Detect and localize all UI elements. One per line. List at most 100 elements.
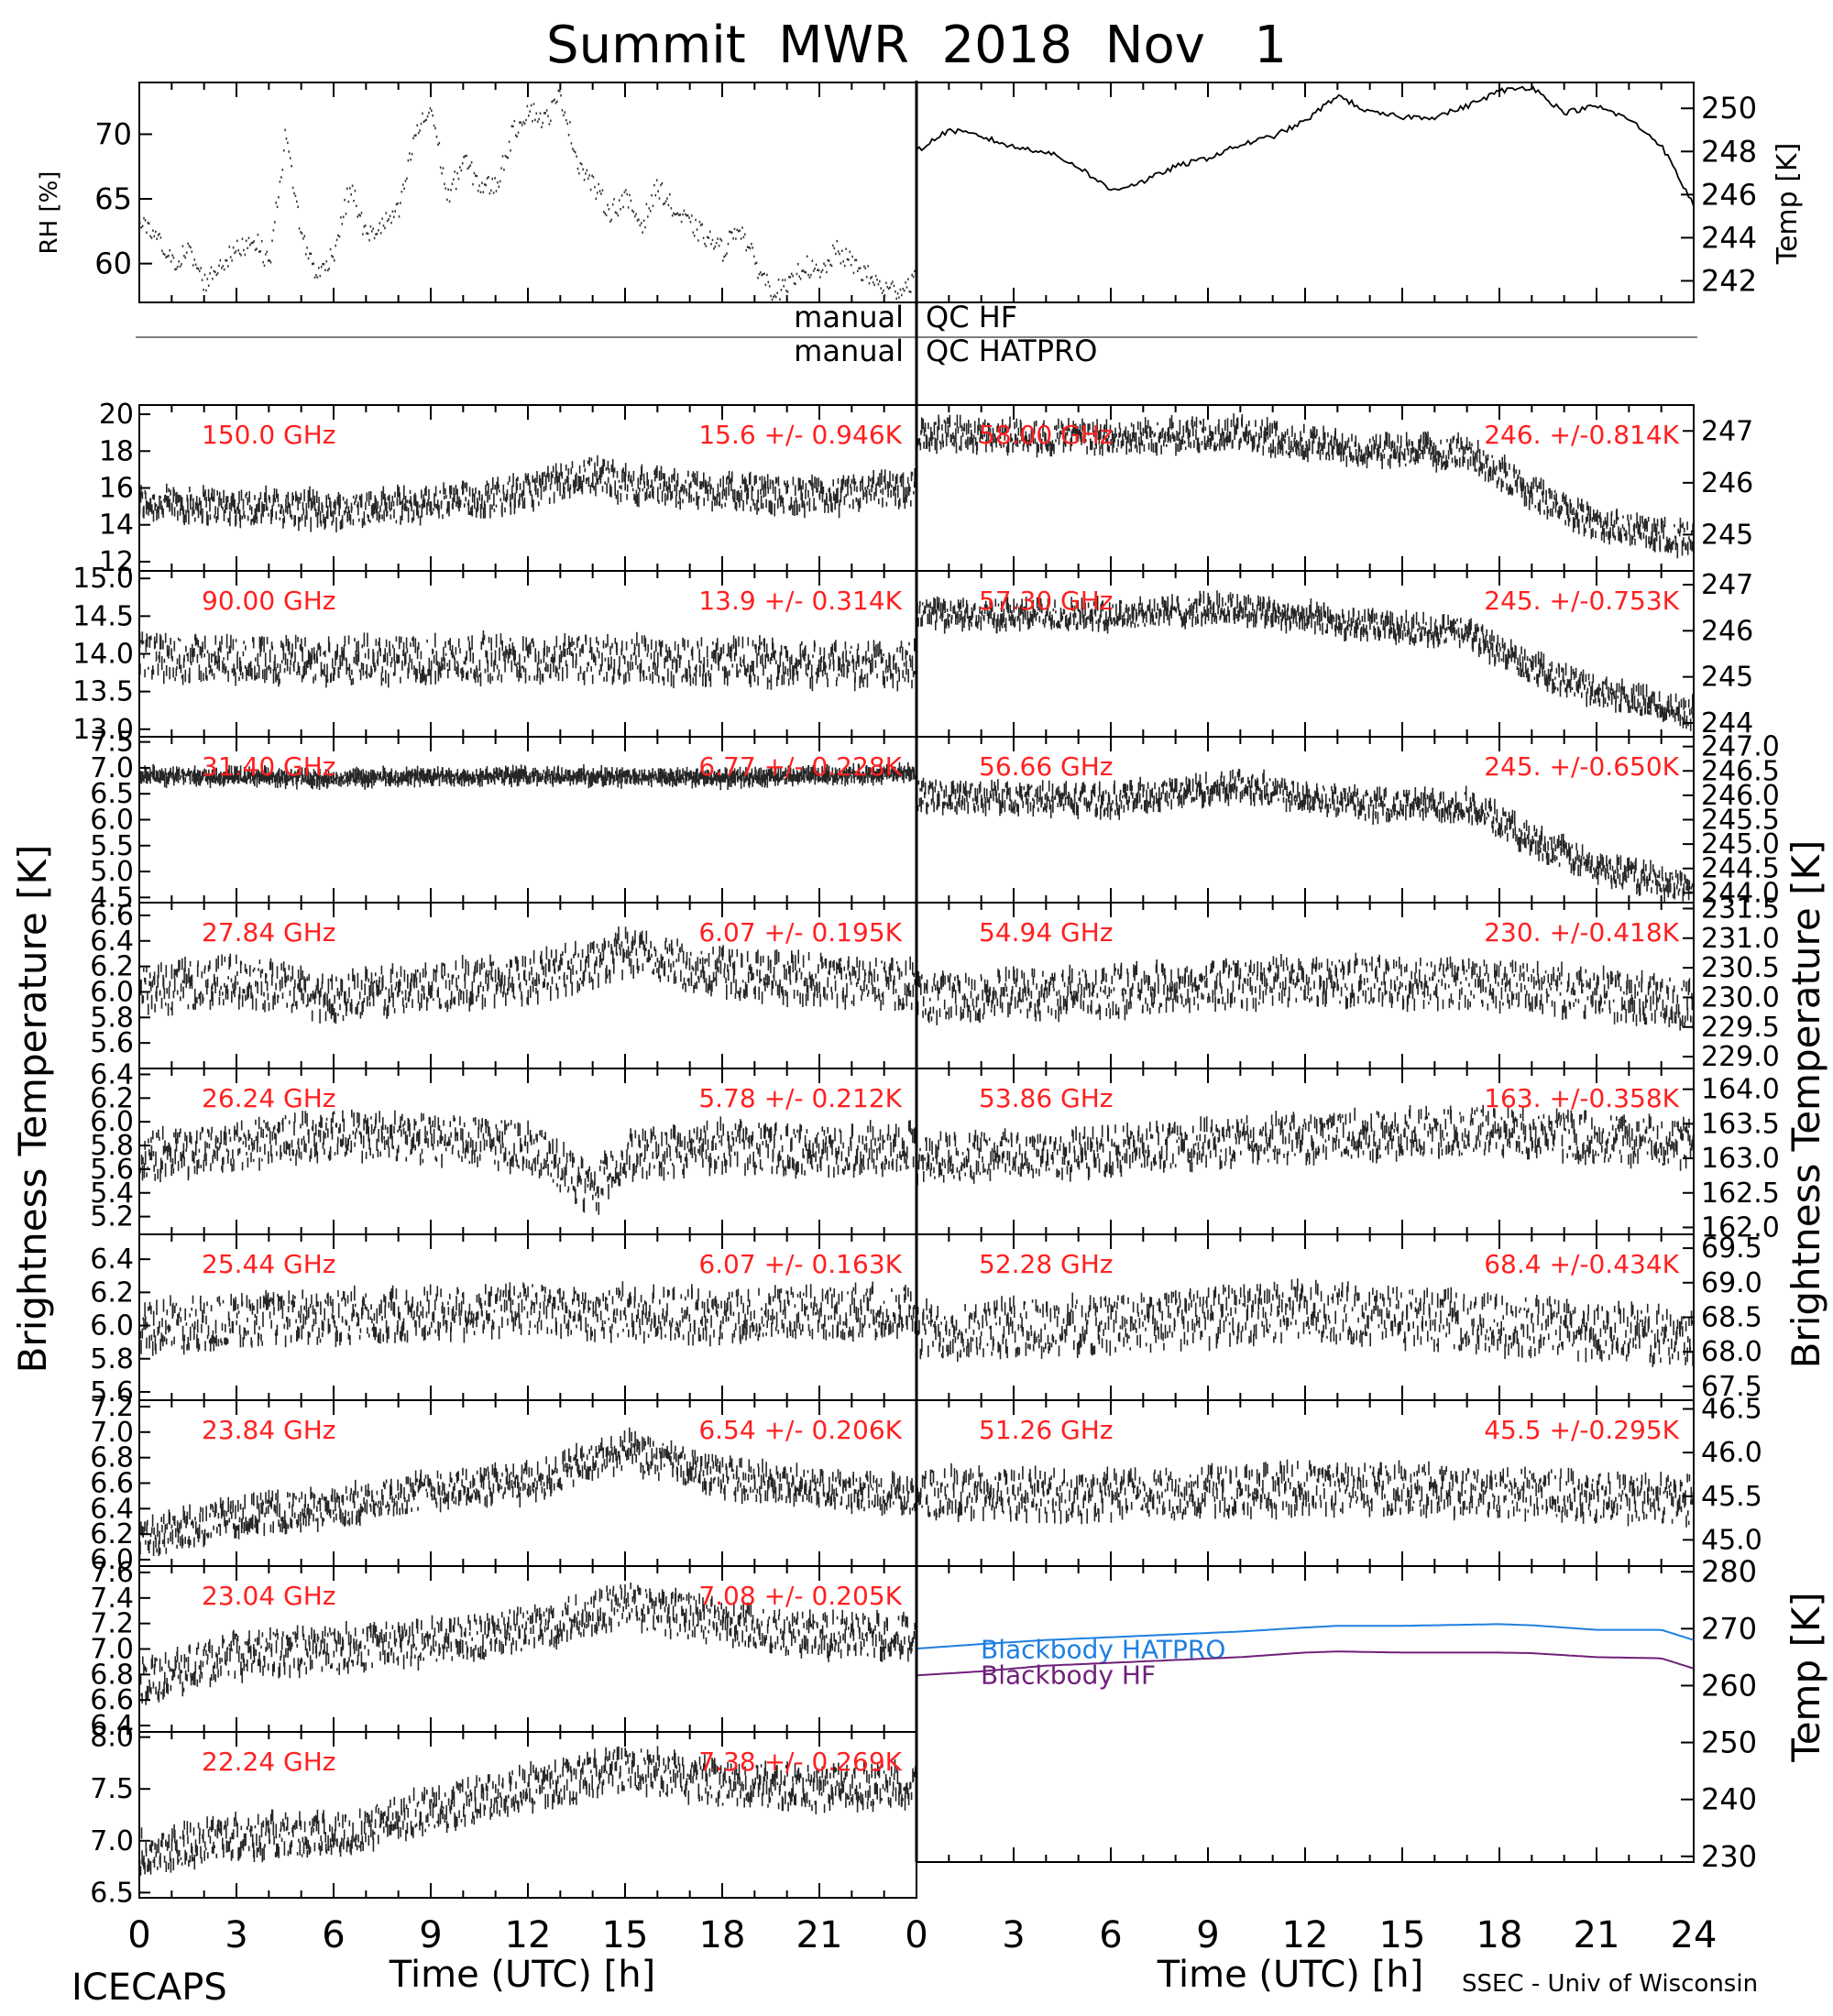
stats-label: 5.78 +/- 0.212K <box>698 1083 902 1113</box>
temp-y-tick-label: 248 <box>1701 134 1757 169</box>
y-tick-label: 7.0 <box>90 1634 134 1666</box>
stats-label: 6.07 +/- 0.163K <box>698 1249 902 1279</box>
channel-panel-ch-150-00: 12 14 16 18 20 150.0 GHz 15.6 +/- 0.946K <box>99 399 917 578</box>
y-tick-label: 6.4 <box>90 1058 134 1090</box>
freq-label: 26.24 GHz <box>202 1083 336 1113</box>
y-tick-label: 6.0 <box>90 976 134 1008</box>
temp-y-tick-label: 242 <box>1701 263 1757 298</box>
freq-label: 150.0 GHz <box>202 420 336 450</box>
stats-label: 6.54 +/- 0.206K <box>698 1415 902 1445</box>
y-tick-label: 5.6 <box>90 1376 134 1408</box>
y-tick-label: 5.8 <box>90 1343 134 1375</box>
y-tick-label: 5.8 <box>90 1002 134 1034</box>
qc-area: manual QC HF manual QC HATPRO <box>136 300 1697 368</box>
x-tick-label: 9 <box>1196 1914 1219 1956</box>
y-tick-label: 5.6 <box>90 1027 134 1059</box>
stats-label: 7.08 +/- 0.205K <box>698 1581 902 1611</box>
y-tick-label: 6.2 <box>90 1518 134 1550</box>
temp-axis-label: Temp [K] <box>1772 143 1804 266</box>
stats-label: 246. +/-0.814K <box>1484 420 1679 450</box>
data-points-ch-150-00 <box>138 455 917 532</box>
channel-panel-ch-22-24: 6.5 7.0 7.5 8.0 22.24 GHz 7.38 +/- 0.269K <box>90 1722 917 1909</box>
y-tick-label: 7.5 <box>90 727 134 759</box>
y-tick-label: 246.5 <box>1701 755 1780 787</box>
stats-label: 163. +/-0.358K <box>1484 1083 1679 1113</box>
rh-axis-label: RH [%] <box>36 171 63 255</box>
y-tick-label: 6.0 <box>90 1106 134 1138</box>
channel-panel-ch-90-00: 13.0 13.5 14.0 14.5 15.0 90.00 GHz 13.9 +/- 0.… <box>72 563 917 746</box>
rh-y-tick-label: 60 <box>94 247 132 281</box>
y-tick-label: 247.0 <box>1701 731 1780 763</box>
freq-label: 53.86 GHz <box>979 1083 1114 1113</box>
x-tick-label: 3 <box>1002 1914 1025 1956</box>
rh-y-tick-label: 70 <box>94 116 132 151</box>
y-tick-label: 244 <box>1701 707 1753 740</box>
y-tick-label: 245.5 <box>1701 805 1780 837</box>
y-tick-label: 6.2 <box>90 951 134 983</box>
x-tick-label: 0 <box>127 1914 150 1956</box>
temp-y-tick-label: 250 <box>1701 91 1757 126</box>
bb-series-label: Blackbody HF <box>981 1660 1156 1690</box>
y-tick-label: 45.5 <box>1701 1481 1762 1513</box>
temp-y-tick-label: 244 <box>1701 220 1757 255</box>
y-tick-label: 6.4 <box>90 1493 134 1525</box>
data-points-ch-52-28 <box>916 1278 1694 1367</box>
x-tick-label: 15 <box>602 1914 649 1956</box>
freq-label: 27.84 GHz <box>202 917 336 948</box>
y-tick-label: 6.5 <box>90 1877 134 1909</box>
y-tick-label: 12 <box>99 546 134 578</box>
bb-y-tick-label: 240 <box>1701 1782 1757 1817</box>
y-tick-label: 230.5 <box>1701 952 1780 984</box>
y-tick-label: 229.5 <box>1701 1012 1780 1044</box>
rh-y-tick-label: 65 <box>94 181 132 216</box>
freq-label: 22.24 GHz <box>202 1747 336 1777</box>
y-tick-label: 244.5 <box>1701 853 1780 885</box>
y-tick-label: 45.0 <box>1701 1524 1762 1556</box>
y-tick-label: 5.6 <box>90 1154 134 1186</box>
bb-y-tick-label: 280 <box>1701 1554 1757 1589</box>
y-tick-label: 5.8 <box>90 1130 134 1162</box>
qc-hf-label: QC HF <box>926 300 1017 334</box>
figure-title: Summit MWR 2018 Nov 1 <box>546 16 1287 75</box>
y-tick-label: 46.0 <box>1701 1437 1762 1469</box>
y-tick-label: 6.4 <box>90 1710 134 1742</box>
y-tick-label: 46.5 <box>1701 1394 1762 1426</box>
channel-panel-ch-23-04: 6.46.66.87.07.27.47.6 23.04 GHz 7.08 +/- 0… <box>90 1557 917 1742</box>
footer-icecaps: ICECAPS <box>71 1967 227 2009</box>
y-tick-label: 6.0 <box>90 805 134 837</box>
y-tick-label: 5.4 <box>90 1178 134 1210</box>
data-points-ch-56-66 <box>916 768 1695 903</box>
y-tick-label: 244.0 <box>1701 877 1780 909</box>
x-tick-label: 0 <box>905 1914 927 1956</box>
freq-label: 52.28 GHz <box>979 1249 1114 1279</box>
data-points-ch-54-94 <box>916 952 1695 1031</box>
y-tick-label: 16 <box>99 473 134 505</box>
y-tick-label: 246.0 <box>1701 780 1780 812</box>
y-tick-label: 14 <box>99 509 134 542</box>
channel-panel-ch-58-00: 245 246 247 58.00 GHz 246. +/-0.814K <box>916 404 1753 572</box>
rh-trace <box>139 89 917 301</box>
y-tick-label: 68.0 <box>1701 1336 1762 1368</box>
y-tick-label: 6.2 <box>90 1276 134 1309</box>
x-axis-right: 0 3 6 9 12 15 18 21 24 <box>905 1914 1717 1956</box>
y-tick-label: 7.2 <box>90 1391 134 1423</box>
freq-label: 58.00 GHz <box>979 420 1114 450</box>
footer-ssec: SSEC - Univ of Wisconsin <box>1462 1970 1758 1998</box>
freq-label: 23.84 GHz <box>202 1415 336 1445</box>
y-tick-label: 6.8 <box>90 1659 134 1691</box>
stats-label: 245. +/-0.650K <box>1484 751 1679 782</box>
x-tick-label: 18 <box>699 1914 746 1956</box>
y-tick-label: 6.8 <box>90 1442 134 1474</box>
stats-label: 230. +/-0.418K <box>1484 917 1679 948</box>
y-tick-label: 6.5 <box>90 778 134 810</box>
y-tick-label: 230.0 <box>1701 981 1780 1013</box>
y-tick-label: 18 <box>99 435 134 467</box>
channel-panel-ch-31-40: 4.55.05.56.06.57.07.5 31.40 GHz 6.77 +/- 0… <box>90 727 917 914</box>
y-tick-label: 231.5 <box>1701 893 1780 925</box>
y-tick-label: 231.0 <box>1701 923 1780 955</box>
stats-label: 7.38 +/- 0.269K <box>698 1747 902 1777</box>
qc-hatpro-label: QC HATPRO <box>926 334 1097 368</box>
